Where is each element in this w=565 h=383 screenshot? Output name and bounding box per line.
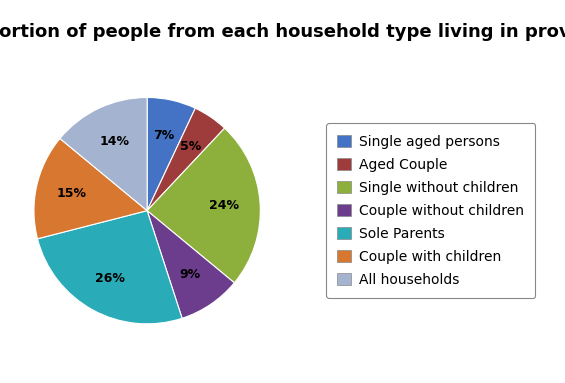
Text: 5%: 5% [180,141,201,154]
Text: 24%: 24% [209,199,239,212]
Wedge shape [147,211,234,318]
Text: 7%: 7% [153,129,175,142]
Wedge shape [147,97,195,211]
Text: 15%: 15% [57,187,87,200]
Wedge shape [37,211,182,324]
Wedge shape [147,128,260,283]
Text: Proportion of people from each household type living in proverty: Proportion of people from each household… [0,23,565,41]
Legend: Single aged persons, Aged Couple, Single without children, Couple without childr: Single aged persons, Aged Couple, Single… [326,123,536,298]
Text: 14%: 14% [99,134,129,147]
Wedge shape [147,108,225,211]
Text: 26%: 26% [95,272,125,285]
Text: 9%: 9% [180,268,201,281]
Wedge shape [34,139,147,239]
Wedge shape [60,97,147,211]
